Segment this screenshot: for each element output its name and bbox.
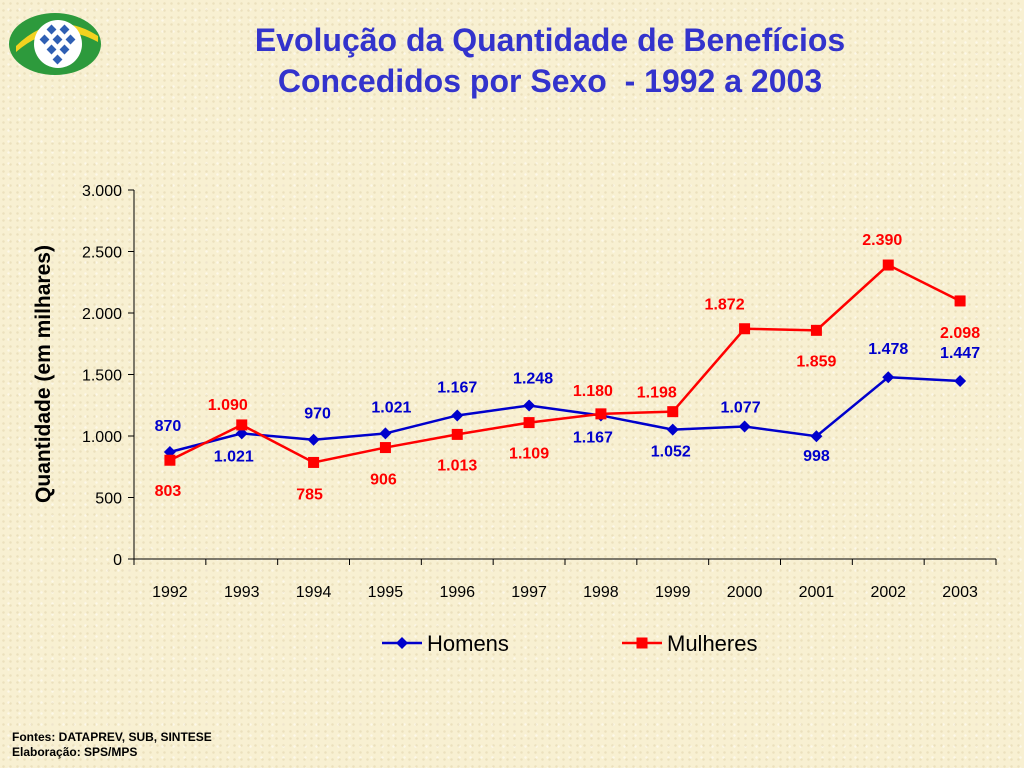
x-tick-label: 1992 [152, 584, 188, 601]
data-label-homens: 1.052 [651, 444, 691, 461]
data-label-mulheres: 1.872 [705, 297, 745, 314]
data-point-homens [810, 430, 823, 443]
sources-text: Fontes: DATAPREV, SUB, SINTESE [12, 730, 212, 744]
data-label-mulheres: 1.859 [796, 353, 836, 370]
data-label-mulheres: 1.180 [573, 383, 613, 400]
data-label-homens: 1.167 [573, 429, 613, 446]
data-point-mulheres [523, 417, 535, 429]
data-label-mulheres: 2.390 [862, 232, 902, 249]
data-point-mulheres [451, 428, 463, 440]
inss-logo-icon [9, 13, 101, 75]
x-tick-label: 1994 [296, 584, 332, 601]
x-tick-label: 2002 [870, 584, 906, 601]
data-point-homens [379, 427, 392, 440]
x-tick-label: 1997 [511, 584, 547, 601]
title-line-1: Evolução da Quantidade de Benefícios [254, 22, 846, 58]
data-label-mulheres: 1.090 [208, 397, 248, 414]
data-point-homens [451, 409, 464, 422]
data-point-mulheres [739, 323, 751, 335]
data-label-homens: 998 [803, 448, 830, 465]
data-point-mulheres [882, 259, 894, 271]
data-label-homens: 1.478 [868, 341, 908, 358]
data-point-mulheres [810, 324, 822, 336]
data-label-mulheres: 1.198 [637, 385, 677, 402]
data-label-homens: 1.248 [513, 370, 553, 387]
data-point-homens [882, 371, 895, 384]
y-tick-label: 1.500 [82, 368, 122, 385]
data-label-mulheres: 803 [155, 483, 182, 500]
y-tick-label: 500 [95, 491, 122, 508]
series-line-homens [169, 375, 961, 454]
data-label-mulheres: 1.013 [437, 457, 477, 474]
legend-label-homens: Homens [427, 631, 509, 656]
line-chart: 0 500 1.000 1.500 2.000 2.500 3.000 1992 1993 199… [32, 183, 997, 656]
data-point-homens [954, 375, 967, 388]
data-point-homens [738, 420, 751, 433]
page-title: Evolução da Quantidade de Benefícios Con… [120, 20, 980, 102]
data-point-homens [523, 399, 536, 412]
y-tick-label: 0 [113, 552, 122, 569]
x-tick-label: 2000 [727, 584, 763, 601]
y-axis-label: Quantidade (em milhares) [32, 245, 55, 503]
x-tick-label: 1995 [368, 584, 404, 601]
x-tick-label: 2003 [942, 584, 978, 601]
data-point-homens [666, 423, 679, 436]
footer-sources: Fontes: DATAPREV, SUB, SINTESE Elaboraçã… [12, 730, 212, 760]
y-tick-label: 1.000 [82, 429, 122, 446]
legend-marker-mulheres [636, 637, 648, 649]
data-label-mulheres: 785 [296, 486, 323, 503]
x-tick-label: 1998 [583, 584, 619, 601]
data-point-mulheres [308, 456, 320, 468]
data-label-homens: 1.167 [437, 379, 477, 396]
data-point-mulheres [236, 419, 248, 431]
data-point-homens [307, 433, 320, 446]
data-label-mulheres: 1.109 [509, 446, 549, 463]
y-tick-label: 3.000 [82, 183, 122, 200]
x-tick-label: 1993 [224, 584, 260, 601]
data-label-homens: 1.447 [940, 345, 980, 362]
series-line-mulheres [169, 263, 961, 464]
data-point-mulheres [379, 442, 391, 454]
data-point-mulheres [954, 295, 966, 307]
data-point-mulheres [595, 408, 607, 420]
x-tick-label: 2001 [799, 584, 835, 601]
data-label-mulheres: 2.098 [940, 325, 980, 342]
data-label-homens: 1.021 [371, 399, 411, 416]
legend-marker-homens [396, 637, 408, 649]
credit-text: Elaboração: SPS/MPS [12, 745, 138, 759]
y-tick-label: 2.500 [82, 245, 122, 262]
data-label-homens: 1.077 [721, 400, 761, 417]
y-tick-label: 2.000 [82, 306, 122, 323]
data-label-mulheres: 906 [370, 472, 397, 489]
title-line-2: Concedidos por Sexo - 1992 a 2003 [277, 63, 823, 99]
data-label-homens: 970 [304, 406, 331, 423]
x-tick-label: 1996 [439, 584, 475, 601]
data-label-homens: 870 [155, 418, 182, 435]
x-tick-label: 1999 [655, 584, 691, 601]
data-point-mulheres [164, 454, 176, 466]
data-label-homens: 1.021 [214, 448, 254, 465]
data-point-mulheres [667, 406, 679, 418]
legend-label-mulheres: Mulheres [667, 631, 757, 656]
